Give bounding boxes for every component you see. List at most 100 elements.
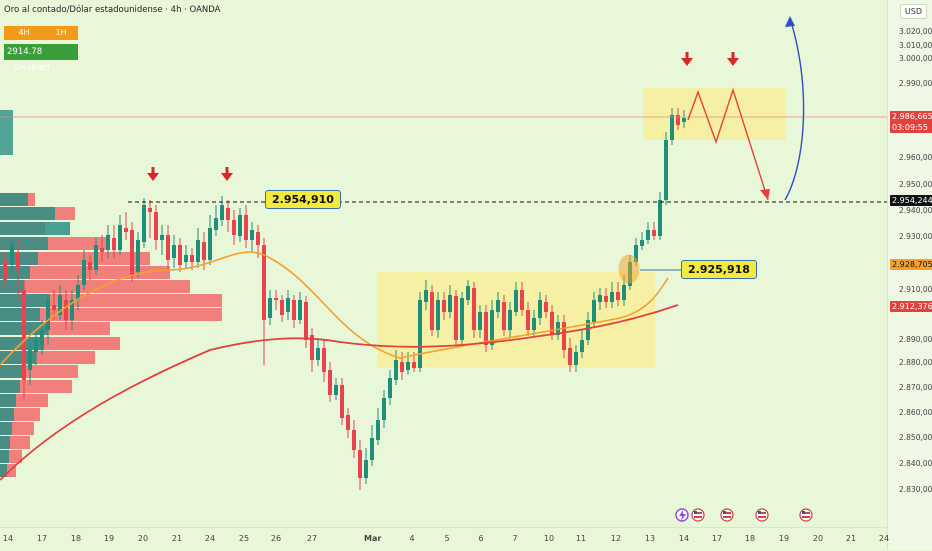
current-price: 2.986,665 [892,112,932,121]
candle [274,298,278,300]
price-tick: 2.940,000 [899,206,932,215]
candle [256,232,260,245]
lightning-icon [675,508,689,522]
candle [280,300,284,315]
candle [682,118,686,122]
candle [556,322,560,335]
candle [214,218,218,230]
candle [130,230,134,275]
candle [430,292,434,330]
breakout-callout: 2.925,918 [681,260,757,279]
target-zone [643,88,786,140]
currency-button[interactable]: USD [899,4,927,19]
time-tick: 19 [103,534,115,543]
price-tick: 2.930,000 [899,232,932,241]
candle [532,318,536,330]
chart-area[interactable] [0,0,887,527]
candle [106,235,110,250]
candle [526,310,530,330]
time-tick: 18 [70,534,82,543]
candle [220,205,224,220]
time-tick: 20 [812,534,824,543]
candle [550,312,554,335]
candle [88,262,92,270]
candle [520,290,524,310]
candle [346,415,350,430]
current-price-tag: 2.986,665 03:09:55 [890,111,932,133]
volume-profile-bar [0,422,12,435]
candle [568,348,572,365]
candle [604,296,608,302]
timeframe-1h-button[interactable]: 1H [44,26,78,40]
time-tick: 26 [270,534,282,543]
volume-profile-bar [0,464,7,477]
candle [202,242,206,260]
time-tick: 27 [306,534,318,543]
candle [370,438,374,460]
candle [448,295,452,312]
candle [400,362,404,372]
candle [394,360,398,380]
time-tick: 4 [409,534,415,543]
candle [424,290,428,302]
candle [364,460,368,478]
time-tick: 24 [878,534,890,543]
time-tick: 14 [678,534,690,543]
candle [286,298,290,312]
volume-profile-bar [0,207,55,220]
arrow-down-icon [727,52,739,66]
us-flag-icon [755,508,769,522]
time-tick: 17 [36,534,48,543]
time-axis[interactable]: 14 17 18 19 20 21 24 25 26 27 Mar 4 5 6 7 10 11 12 13 14 17 1… [0,527,889,551]
price-tick: 2.840,000 [899,459,932,468]
volume-profile-bar [0,408,14,421]
candle [76,285,80,300]
price-tick: 3.010,000 [899,41,932,50]
candle [442,300,446,312]
volume-profile-bar [0,237,48,250]
candle [142,205,146,242]
candle [436,300,440,330]
price-tick: 2.910,000 [899,285,932,294]
timeframe-4h-button[interactable]: 4H [4,26,44,40]
projection-arrowhead [785,16,795,27]
candle [160,235,164,240]
arrow-down-icon [681,52,693,66]
countdown: 03:09:55 [892,123,928,132]
candle [598,295,602,302]
candle [340,385,344,418]
price-tick: 2.890,000 [899,335,932,344]
candle [40,330,44,345]
volume-profile-bar [0,394,16,407]
candle [544,302,548,312]
arrow-down-icon [147,167,159,181]
price-tick: 3.020,000 [899,27,932,36]
candle [514,290,518,312]
time-tick: 18 [744,534,756,543]
price-axis[interactable]: USD 3.020,000 3.010,000 3.000,000 2.990,000… [887,0,932,550]
volume-profile-bar [0,280,190,293]
price-tick: 2.990,000 [899,79,932,88]
candle [94,245,98,270]
candle [184,255,188,262]
price-tick: 2.950,000 [899,180,932,189]
us-flag-icon [720,508,734,522]
candle [472,288,476,330]
candle [16,252,20,270]
volume-profile-bar [0,222,70,235]
candle [406,362,410,370]
indicator-badge[interactable]: 2914.78 Disabled [4,44,78,73]
time-tick: 14 [2,534,14,543]
candle [490,310,494,345]
candle [70,300,74,320]
volume-profile-bar [0,351,36,364]
candle [508,310,512,330]
candle [226,208,230,220]
volume-profile-bar [0,436,10,449]
candle [562,322,566,350]
candle [454,296,458,340]
candle [154,212,158,240]
volume-profile-bar [0,294,222,307]
candle [388,378,392,398]
time-tick: 21 [845,534,857,543]
